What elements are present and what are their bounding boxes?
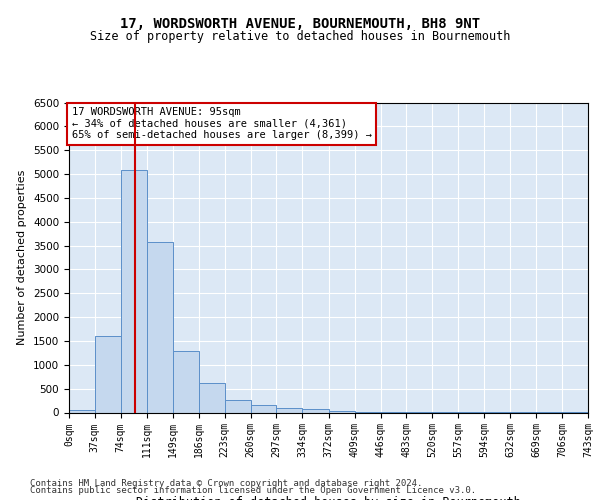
- Text: Contains public sector information licensed under the Open Government Licence v3: Contains public sector information licen…: [30, 486, 476, 495]
- Bar: [121, 170, 146, 412]
- Text: Size of property relative to detached houses in Bournemouth: Size of property relative to detached ho…: [90, 30, 510, 43]
- Bar: [277, 408, 302, 412]
- Bar: [302, 409, 329, 412]
- Bar: [173, 350, 199, 412]
- Bar: [199, 383, 225, 412]
- Bar: [69, 410, 95, 412]
- Bar: [95, 336, 121, 412]
- Bar: [146, 242, 173, 412]
- Bar: [329, 410, 355, 412]
- X-axis label: Distribution of detached houses by size in Bournemouth: Distribution of detached houses by size …: [136, 496, 521, 500]
- Text: Contains HM Land Registry data © Crown copyright and database right 2024.: Contains HM Land Registry data © Crown c…: [30, 478, 422, 488]
- Y-axis label: Number of detached properties: Number of detached properties: [17, 170, 28, 345]
- Text: 17 WORDSWORTH AVENUE: 95sqm
← 34% of detached houses are smaller (4,361)
65% of : 17 WORDSWORTH AVENUE: 95sqm ← 34% of det…: [71, 107, 371, 140]
- Bar: [251, 406, 277, 412]
- Text: 17, WORDSWORTH AVENUE, BOURNEMOUTH, BH8 9NT: 17, WORDSWORTH AVENUE, BOURNEMOUTH, BH8 …: [120, 18, 480, 32]
- Bar: [225, 400, 251, 412]
